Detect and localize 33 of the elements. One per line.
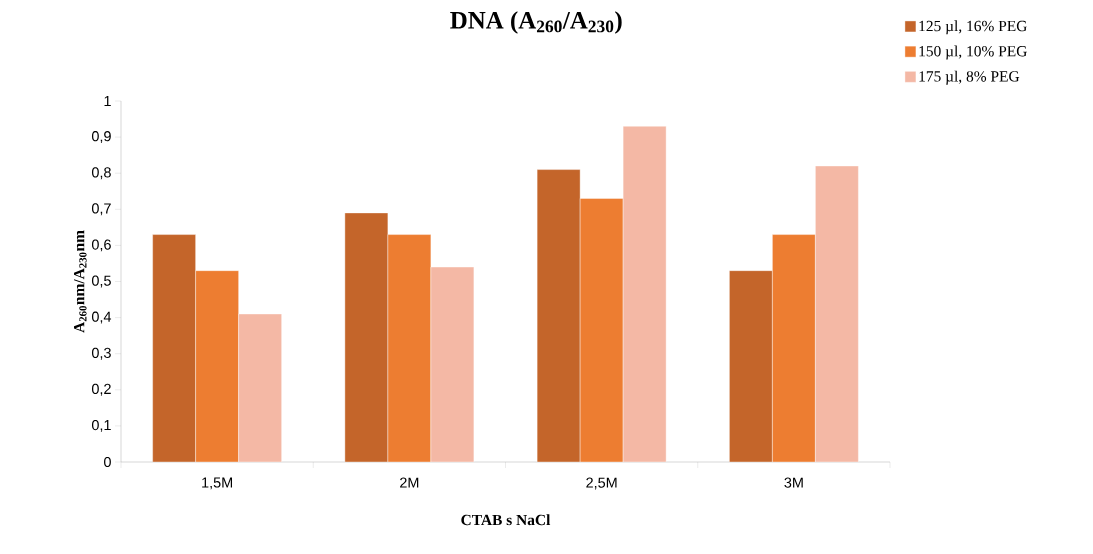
legend-label: 125 µl, 16% PEG bbox=[919, 20, 1027, 35]
x-tick-label: 1,5M bbox=[202, 477, 233, 490]
bar bbox=[815, 165, 859, 462]
y-tick-label: 0,9 bbox=[91, 131, 111, 144]
y-tick-label: 0,2 bbox=[91, 383, 111, 396]
chart-title: DNA (A$_{260}$/A$_{230}$) bbox=[450, 11, 622, 34]
y-tick-label: 0,6 bbox=[91, 239, 111, 252]
bar bbox=[579, 198, 624, 462]
legend-label: 150 µl, 10% PEG bbox=[919, 45, 1027, 60]
bar bbox=[387, 234, 432, 462]
bar bbox=[344, 212, 389, 462]
bar bbox=[430, 266, 475, 462]
y-tick-label: 0,3 bbox=[91, 347, 111, 360]
bar bbox=[772, 234, 816, 462]
bar bbox=[536, 169, 581, 462]
x-tick-label: 3M bbox=[784, 477, 803, 488]
y-tick-label: 1 bbox=[104, 96, 111, 106]
bar bbox=[152, 234, 196, 462]
y-axis-title: A$_{260}$nm/A$_{230}$nm bbox=[74, 230, 87, 333]
bar bbox=[729, 270, 773, 462]
bar bbox=[622, 126, 667, 462]
y-tick-label: 0 bbox=[104, 456, 111, 468]
bar bbox=[238, 313, 282, 462]
y-tick-label: 0,5 bbox=[91, 275, 111, 288]
y-tick-label: 0,1 bbox=[91, 419, 111, 432]
x-tick-label: 2M bbox=[400, 477, 419, 488]
x-tick-label: 2,5M bbox=[586, 477, 617, 490]
x-axis-title: CTAB s NaCl bbox=[461, 514, 551, 526]
y-tick-label: 0,7 bbox=[91, 203, 111, 216]
legend-label: 175 µl, 8% PEG bbox=[919, 70, 1020, 85]
bar bbox=[195, 270, 239, 462]
y-tick-label: 0,8 bbox=[91, 167, 111, 180]
y-tick-label: 0,4 bbox=[91, 311, 112, 324]
